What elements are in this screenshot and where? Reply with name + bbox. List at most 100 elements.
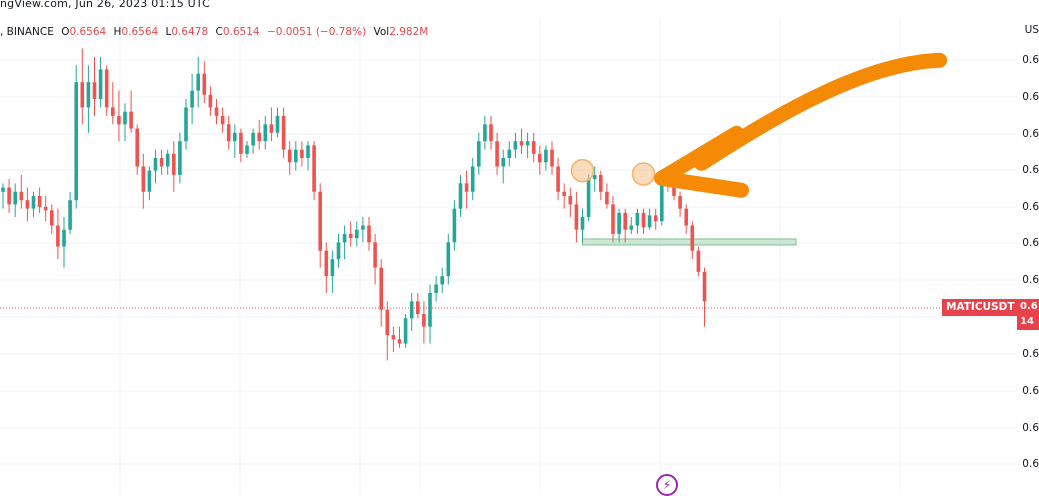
candle-body bbox=[495, 141, 499, 167]
candle-body bbox=[635, 212, 640, 226]
open-value: 0.6564 bbox=[69, 26, 107, 38]
candle-body bbox=[257, 132, 261, 142]
candle-body bbox=[123, 111, 127, 125]
annotations-layer bbox=[570, 52, 948, 198]
candle-body bbox=[220, 115, 225, 125]
candle-body bbox=[147, 170, 152, 192]
price-axis-label: 0.6 bbox=[1022, 274, 1039, 286]
candle-body bbox=[361, 225, 365, 230]
candle-body bbox=[263, 124, 268, 142]
chart-grid bbox=[0, 18, 1017, 495]
candle-body bbox=[611, 204, 615, 234]
open-label: O bbox=[61, 26, 70, 38]
candle-body bbox=[544, 149, 548, 163]
candle-body bbox=[226, 124, 231, 142]
volume-value: 2.982M bbox=[389, 26, 429, 38]
candle-body bbox=[86, 82, 91, 108]
candle-body bbox=[580, 217, 585, 230]
candle-body bbox=[550, 149, 554, 167]
candle-body bbox=[592, 174, 597, 180]
bar-countdown: 14 bbox=[1020, 316, 1034, 327]
candle-body bbox=[434, 284, 438, 293]
candle-body bbox=[68, 200, 72, 230]
candle-body bbox=[62, 229, 66, 247]
candle-body bbox=[440, 276, 444, 285]
candle-body bbox=[702, 271, 707, 302]
candle-body bbox=[696, 250, 701, 272]
price-axis-label: 0.6 bbox=[1022, 458, 1039, 470]
candle-body bbox=[672, 183, 676, 196]
candle-body bbox=[159, 158, 164, 167]
candle-body bbox=[556, 166, 560, 192]
candle-body bbox=[660, 174, 664, 222]
price-axis-label: 0.6 bbox=[1022, 128, 1039, 140]
candle-body bbox=[513, 141, 518, 150]
candle-body bbox=[135, 128, 139, 167]
candle-body bbox=[562, 191, 566, 196]
candle-body bbox=[172, 153, 176, 175]
candle-body bbox=[214, 107, 219, 116]
close-label: C bbox=[215, 26, 223, 38]
candle-body bbox=[98, 69, 103, 100]
chart-source-header: ngView.com, Jun 26, 2023 01:15 UTC bbox=[0, 0, 210, 10]
candle-body bbox=[208, 94, 213, 108]
candle-body bbox=[653, 215, 658, 222]
candle-body bbox=[165, 153, 170, 167]
candle-body bbox=[287, 149, 292, 163]
candle-body bbox=[489, 124, 493, 142]
candle-body bbox=[409, 301, 414, 319]
candle-body bbox=[336, 242, 341, 260]
candle-body bbox=[312, 145, 316, 192]
close-value: 0.6514 bbox=[222, 26, 260, 38]
lightning-icon[interactable]: ⚡ bbox=[656, 474, 678, 496]
candle-body bbox=[129, 111, 133, 129]
candle-body bbox=[324, 250, 329, 277]
price-axis-label: 0.6 bbox=[1022, 385, 1039, 397]
candle-body bbox=[7, 187, 11, 205]
candle-body bbox=[531, 141, 536, 154]
candle-body bbox=[605, 191, 609, 205]
candle-body bbox=[50, 210, 54, 226]
candle-body bbox=[452, 208, 457, 243]
candle-body bbox=[111, 107, 115, 116]
change-value: −0.0051 (−0.78%) bbox=[266, 26, 367, 38]
candle-body bbox=[239, 132, 243, 154]
candle-body bbox=[525, 141, 530, 146]
candle-body bbox=[391, 335, 396, 340]
candle-body bbox=[19, 191, 24, 201]
candle-body bbox=[629, 225, 634, 230]
candle-body bbox=[483, 124, 487, 142]
candle-body bbox=[464, 183, 469, 192]
candle-body bbox=[367, 225, 371, 243]
support-zone bbox=[582, 238, 797, 246]
candle-body bbox=[617, 212, 621, 234]
candle-body bbox=[56, 225, 60, 247]
candle-body bbox=[306, 145, 310, 159]
candle-body bbox=[196, 73, 200, 91]
candle-body bbox=[43, 206, 48, 211]
price-axis-label: 0.6 bbox=[1022, 164, 1039, 176]
candle-body bbox=[416, 301, 420, 315]
candle-body bbox=[501, 158, 505, 167]
candle-body bbox=[318, 191, 322, 251]
candle-body bbox=[586, 179, 591, 218]
candle-body bbox=[233, 132, 237, 142]
candle-body bbox=[385, 309, 390, 336]
candle-body bbox=[1, 187, 5, 192]
candle-body bbox=[275, 115, 280, 133]
support-zone-layer bbox=[582, 238, 797, 246]
candle-body bbox=[202, 73, 207, 95]
arrow-head bbox=[654, 125, 750, 198]
candle-body bbox=[37, 195, 42, 207]
price-axis-label: 0.6 bbox=[1022, 348, 1039, 360]
axis-currency: US bbox=[1024, 24, 1039, 36]
candle-body bbox=[74, 82, 78, 201]
candle-body bbox=[190, 90, 194, 108]
low-value: 0.6478 bbox=[171, 26, 209, 38]
candle-body bbox=[507, 149, 512, 159]
candle-body bbox=[251, 132, 255, 146]
candle-body bbox=[31, 195, 36, 209]
highlight-circle bbox=[570, 158, 595, 183]
price-axis-label: 0.6 bbox=[1022, 237, 1039, 249]
